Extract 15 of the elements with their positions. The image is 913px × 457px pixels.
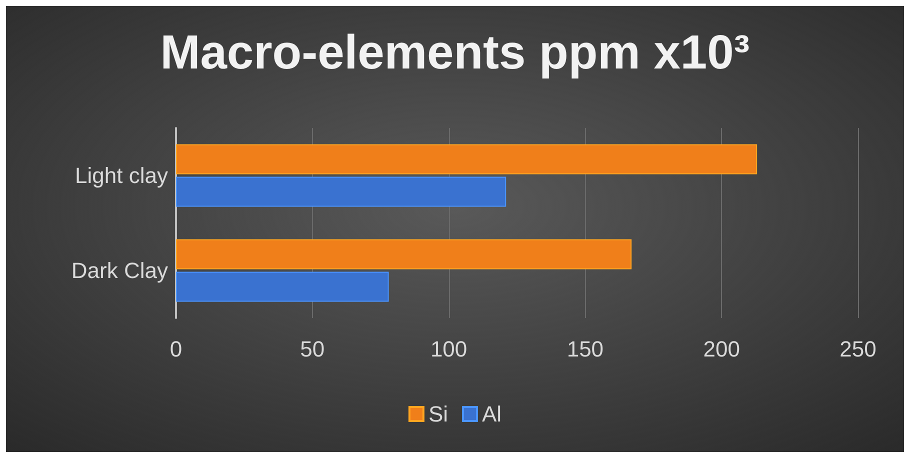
legend-label: Al [482,402,502,426]
y-tick-label: Dark Clay [71,258,168,283]
x-tick-label: 200 [703,336,740,362]
bar [176,272,389,302]
x-tick-label: 250 [840,336,876,362]
x-tick-label: 50 [300,336,325,362]
x-tick-label: 150 [566,336,604,362]
chart-title: Macro-elements ppm x10³ [160,26,750,80]
x-tick-label: 100 [430,336,468,362]
bar [176,144,758,174]
bar [176,239,632,270]
legend-label: Si [428,402,448,426]
bar [176,176,506,207]
y-tick-label: Light clay [75,163,168,188]
x-tick-label: 0 [170,336,182,362]
